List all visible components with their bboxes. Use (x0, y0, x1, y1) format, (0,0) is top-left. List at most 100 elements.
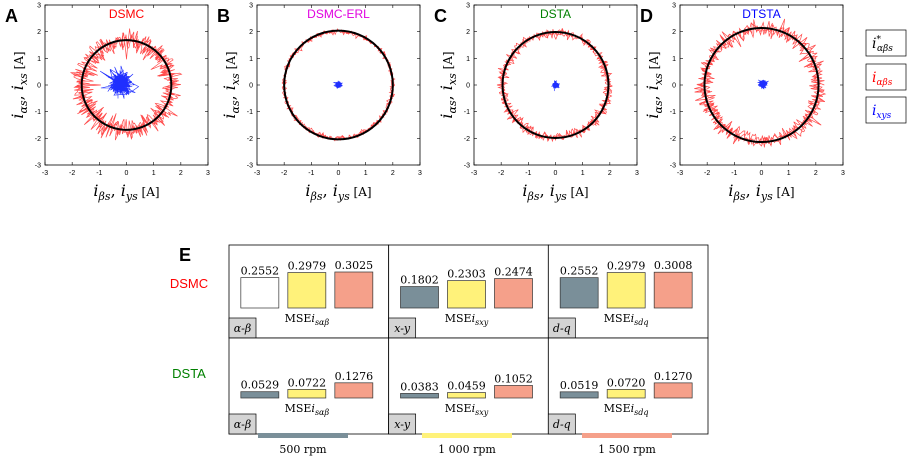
mse-bar (653, 382, 693, 399)
x-tick-label: -2 (69, 170, 75, 177)
legend-entry: iαβs (865, 63, 907, 91)
y-tick-label: -3 (35, 163, 41, 170)
panel-label: A (5, 6, 18, 26)
phase-plot-B: B -3 -2 -1 0 1 2 3 3 2 1 0 -1 -2 -3 DSMC-ERL iβs, iys [A… (217, 3, 422, 204)
plot-data (69, 28, 183, 141)
y-tick-label: -1 (35, 109, 41, 116)
reference-circle (80, 39, 173, 131)
plot-title: DTSTA (742, 7, 780, 21)
x-tick-label: 2 (608, 170, 612, 177)
x-tick-label: -3 (677, 170, 683, 177)
y-axis-label-group: iαs, ixs [A] (220, 51, 242, 118)
mse-bar (287, 272, 327, 309)
x-tick-label: -2 (281, 170, 287, 177)
y-tick-label: 3 (672, 3, 676, 10)
ixy-trajectory (551, 80, 560, 92)
reference-circle (703, 26, 820, 144)
frame-tag-box (547, 413, 576, 435)
y-tick-label: -3 (247, 163, 253, 170)
y-tick-label: 0 (249, 83, 253, 90)
speed-label: 500 rpm (279, 443, 327, 456)
bar-value-label: 0.1802 (400, 274, 439, 287)
legend-box (865, 63, 907, 91)
iab-trajectory (496, 28, 614, 143)
x-tick-label: -3 (254, 170, 260, 177)
cell-α-β: 0.2552 0.2979 0.3025 MSEisαβ α-β (228, 244, 390, 339)
x-axis-label: iβs, iys [A] (305, 181, 371, 203)
speed-legend-entry: 1 000 rpm (422, 433, 512, 456)
x-tick-label: 2 (179, 170, 183, 177)
ixy-trajectory (757, 79, 769, 90)
cell-d-q: 0.0519 0.0720 0.1270 MSEisdq d-q (547, 337, 709, 435)
mse-bar (494, 278, 533, 309)
x-tick-label: -1 (96, 170, 102, 177)
legend-label: iαβs (872, 70, 893, 88)
plot-title: DSMC (109, 7, 145, 21)
speed-label: 1 000 rpm (438, 443, 496, 456)
y-tick-label: 3 (466, 3, 470, 10)
mse-bar (287, 389, 327, 399)
mse-bar (240, 391, 280, 399)
speed-label: 1 500 rpm (598, 443, 656, 456)
mse-bar (559, 391, 599, 399)
bar-value-label: 0.2474 (494, 266, 533, 279)
bar-value-label: 0.3008 (654, 259, 693, 272)
reference-circle (501, 31, 610, 139)
bar-value-label: 0.2979 (288, 260, 327, 273)
frame-tag: α-β (234, 418, 252, 431)
y-tick-label: 2 (37, 29, 41, 36)
x-tick-label: 1 (787, 170, 791, 177)
panel-label: D (640, 6, 653, 26)
speed-swatch (582, 433, 672, 438)
y-axis-label-group: iαs, ixs [A] (643, 51, 665, 118)
bar-value-label: 0.0722 (288, 376, 327, 389)
row-label: DSMC (170, 276, 208, 291)
frame-tag-box (228, 413, 257, 435)
plot-data (496, 28, 614, 143)
y-tick-label: -2 (35, 136, 41, 143)
x-axis-label: iβs, iys [A] (522, 181, 588, 203)
x-axis-label: iβs, iys [A] (728, 181, 794, 203)
x-tick-label: -2 (704, 170, 710, 177)
mse-label: MSEisdq (604, 402, 649, 417)
ixy-trajectory (332, 80, 343, 89)
mse-bar (653, 271, 693, 309)
y-axis-label: iαs, ixs [A] (437, 51, 459, 118)
frame-tag: d-q (553, 322, 571, 335)
y-tick-label: -1 (464, 109, 470, 116)
frame-tag-box (388, 413, 417, 435)
x-tick-label: 1 (364, 170, 368, 177)
speed-legend-entry: 1 500 rpm (582, 433, 672, 456)
mse-bar (334, 382, 374, 399)
mse-bar (240, 277, 280, 309)
y-tick-label: 2 (466, 29, 470, 36)
mse-bar (606, 389, 646, 399)
x-tick-label: -2 (498, 170, 504, 177)
cell-α-β: 0.0529 0.0722 0.1276 MSEisαβ α-β (228, 337, 390, 435)
bar-value-label: 0.1052 (494, 372, 533, 385)
phase-plot-A: A -3 -2 -1 0 1 2 3 3 2 1 0 -1 -2 -3 DSMC iβs, iys [A] iαs… (5, 3, 210, 204)
bar-value-label: 0.3025 (335, 259, 374, 272)
legend-entry: ixys (865, 96, 907, 124)
y-tick-label: -3 (670, 163, 676, 170)
iab-trajectory (694, 18, 827, 148)
bar-value-label: 0.2979 (607, 260, 646, 273)
x-tick-label: -1 (525, 170, 531, 177)
x-tick-label: 3 (635, 170, 639, 177)
mse-bar (334, 271, 374, 309)
x-tick-label: 3 (206, 170, 210, 177)
x-tick-label: 1 (581, 170, 585, 177)
mse-label: MSEisαβ (285, 402, 330, 417)
frame-tag: α-β (234, 322, 252, 335)
panel-label: B (217, 6, 230, 26)
phase-plots: A -3 -2 -1 0 1 2 3 3 2 1 0 -1 -2 -3 DSMC iβs, iys [A] iαs… (5, 3, 845, 204)
mse-bar (400, 393, 439, 399)
x-tick-label: 3 (841, 170, 845, 177)
phase-plot-D: D -3 -2 -1 0 1 2 3 3 2 1 0 -1 -2 -3 DTSTA iβs, iys [A] iα… (640, 3, 845, 204)
mse-label: MSEisdq (604, 312, 649, 327)
y-tick-label: 1 (249, 56, 253, 63)
x-tick-label: -3 (42, 170, 48, 177)
bar-value-label: 0.0519 (560, 379, 599, 392)
